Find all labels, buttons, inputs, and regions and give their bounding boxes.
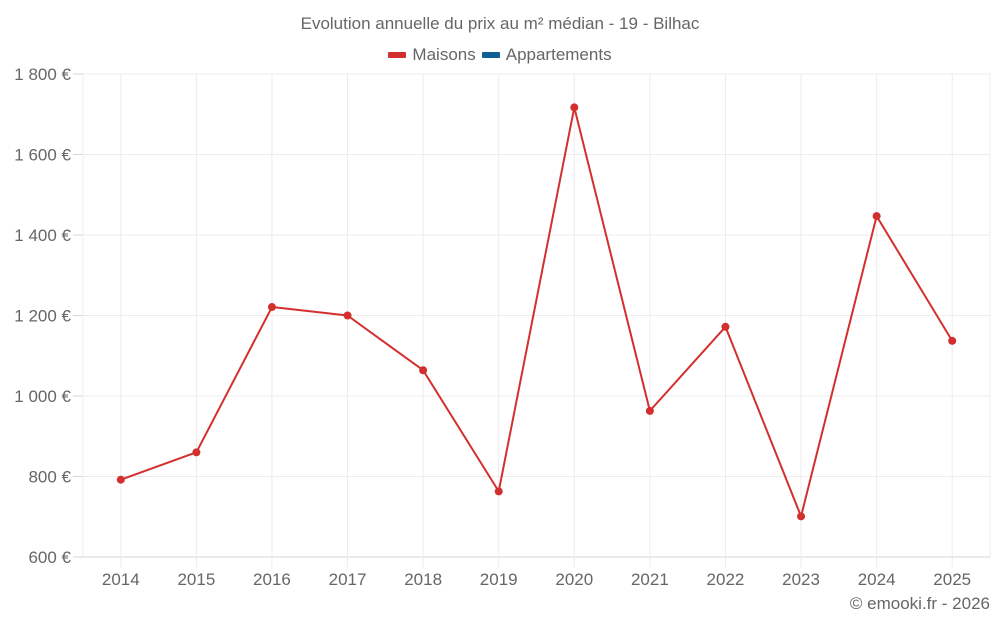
x-axis: 2014 2015 2016 2017 2018 2019 2020 2021 2022 2023…	[102, 570, 971, 589]
y-tick-label: 1 800 €	[14, 65, 71, 84]
y-tick-label: 800 €	[28, 468, 71, 487]
legend-swatch-icon	[481, 52, 500, 58]
x-tick-label: 2015	[177, 570, 215, 589]
y-axis: 600 € 800 € 1 000 € 1 200 € 1 400 € 1 600 € 1 …	[14, 65, 71, 567]
x-tick-label: 2025	[933, 570, 971, 589]
legend-item-appartements[interactable]: Appartements	[481, 45, 612, 65]
y-tick-label: 600 €	[28, 548, 71, 567]
chart-title: Evolution annuelle du prix au m² médian …	[300, 14, 700, 33]
legend-label: Maisons	[412, 45, 476, 64]
data-point[interactable]	[267, 303, 276, 312]
data-point[interactable]	[797, 512, 806, 521]
x-tick-label: 2024	[858, 570, 896, 589]
x-tick-label: 2021	[631, 570, 669, 589]
data-point[interactable]	[419, 366, 428, 375]
data-point[interactable]	[872, 212, 881, 221]
x-tick-label: 2014	[102, 570, 140, 589]
data-point[interactable]	[721, 322, 730, 331]
y-tick-label: 1 200 €	[14, 307, 71, 326]
y-tick-label: 1 000 €	[14, 387, 71, 406]
legend-swatch-icon	[388, 52, 407, 58]
x-tick-label: 2020	[555, 570, 593, 589]
data-point[interactable]	[343, 311, 352, 320]
x-tick-label: 2017	[329, 570, 367, 589]
series-maisons	[116, 103, 957, 521]
gridlines	[73, 73, 991, 567]
credit-text: © emooki.fr - 2026	[849, 594, 990, 613]
data-point[interactable]	[645, 406, 654, 415]
legend: Maisons Appartements	[0, 45, 1000, 65]
x-tick-label: 2022	[707, 570, 745, 589]
legend-label: Appartements	[505, 45, 612, 64]
legend-item-maisons[interactable]: Maisons	[388, 45, 476, 65]
data-point[interactable]	[192, 448, 201, 457]
data-point[interactable]	[494, 487, 503, 496]
data-point[interactable]	[570, 103, 579, 112]
x-tick-label: 2023	[782, 570, 820, 589]
data-point[interactable]	[116, 475, 125, 484]
y-tick-label: 1 600 €	[14, 146, 71, 165]
x-tick-label: 2019	[480, 570, 518, 589]
data-point[interactable]	[948, 336, 957, 345]
y-tick-label: 1 400 €	[14, 226, 71, 245]
x-tick-label: 2016	[253, 570, 291, 589]
x-tick-label: 2018	[404, 570, 442, 589]
